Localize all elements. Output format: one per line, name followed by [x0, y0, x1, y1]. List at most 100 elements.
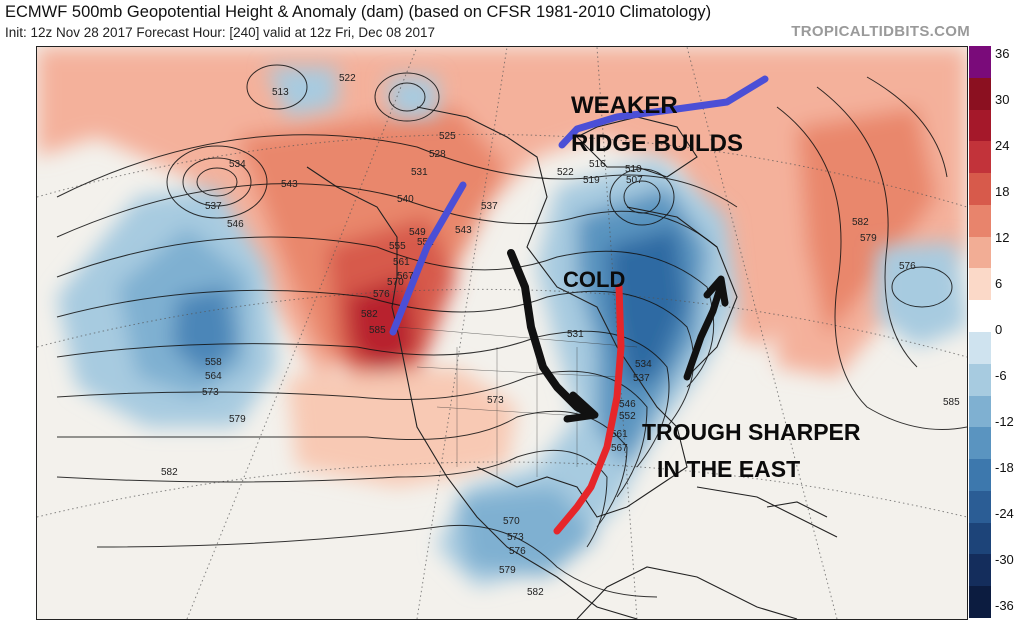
contour-label: 582: [527, 587, 544, 598]
red-trough-axis: [553, 283, 625, 535]
contour-label: 570: [503, 516, 520, 527]
contour-label: 543: [455, 225, 472, 236]
contour-label: 573: [507, 532, 524, 543]
colorbar-swatch: [969, 268, 991, 301]
map-title: ECMWF 500mb Geopotential Height & Anomal…: [5, 3, 712, 21]
contour-label: 534: [635, 359, 652, 370]
contour-label: 549: [409, 227, 426, 238]
colorbar-tick-label: -18: [995, 460, 1014, 475]
colorbar-tick-label: -24: [995, 506, 1014, 521]
black-arrowhead-south: [563, 391, 599, 423]
contour-label: 582: [361, 309, 378, 320]
colorbar-swatch: [969, 586, 991, 619]
annotation-trough-sharper: TROUGH SHARPER: [642, 419, 861, 445]
colorbar-tick-label: 18: [995, 184, 1010, 199]
colorbar-swatch: [969, 332, 991, 365]
contour-label: 543: [281, 179, 298, 190]
contour-label: 561: [393, 257, 410, 268]
contour-label: 540: [397, 194, 414, 205]
annotation-weaker: WEAKER: [571, 92, 678, 119]
black-arrow-flow: [507, 249, 597, 419]
colorbar-swatch: [969, 141, 991, 174]
annotation-text: WEAKER RIDGE BUILDS COLD TROUGH SHARPER …: [563, 92, 861, 482]
annotation-cold: COLD: [563, 267, 625, 292]
contour-label: 531: [567, 329, 584, 340]
colorbar-tick-label: -36: [995, 598, 1014, 613]
contour-label: 552: [619, 411, 636, 422]
map-subtitle: Init: 12z Nov 28 2017 Forecast Hour: [24…: [5, 25, 435, 40]
contour-label: 525: [439, 131, 456, 142]
graticule: [37, 47, 967, 619]
contour-label: 579: [860, 233, 877, 244]
contour-label: 585: [369, 325, 386, 336]
colorbar-tick-label: 36: [995, 46, 1010, 61]
contour-label: 576: [509, 546, 526, 557]
colorbar-tick-label: -30: [995, 552, 1014, 567]
colorbar-tick-label: -12: [995, 414, 1014, 429]
contour-label: 546: [619, 399, 636, 410]
blue-ridge-line-west: [389, 181, 467, 336]
contour-label: 522: [339, 73, 356, 84]
colorbar-tick-label: 6: [995, 276, 1003, 291]
colorbar-tick-label: -6: [995, 368, 1007, 383]
contour-label: 510: [625, 164, 642, 175]
black-arrow-northeast: [683, 281, 725, 381]
contour-label: 573: [487, 395, 504, 406]
contour-label: 507: [626, 175, 643, 186]
contour-labels: 513 522 534 537 546 543 540 549 552 555 …: [161, 73, 960, 598]
annotation-in-the-east: IN THE EAST: [657, 456, 800, 482]
contour-label: 579: [229, 414, 246, 425]
contour-label: 579: [499, 565, 516, 576]
credit-label: TROPICALTIDBITS.COM: [791, 23, 970, 40]
contour-label: 516: [589, 159, 606, 170]
contour-label: 576: [373, 289, 390, 300]
contour-label: 570: [387, 277, 404, 288]
contour-label: 558: [205, 357, 222, 368]
contour-label: 537: [205, 201, 222, 212]
contour-label: 561: [611, 429, 628, 440]
contour-label: 567: [397, 271, 414, 282]
colorbar-tick-label: 30: [995, 92, 1010, 107]
colorbar-swatch: [969, 522, 991, 555]
colorbar-swatch: [969, 300, 991, 333]
cold-shading: [57, 67, 967, 587]
contour-label: 582: [852, 217, 869, 228]
colorbar-swatch: [969, 46, 991, 79]
colorbar-swatch: [969, 490, 991, 524]
contour-label: 519: [583, 175, 600, 186]
colorbar-tick-label: 12: [995, 230, 1010, 245]
contour-label: 531: [411, 167, 428, 178]
blue-ridge-line-north: [558, 75, 769, 149]
contour-label: 537: [633, 373, 650, 384]
colorbar-swatch: [969, 77, 991, 111]
contour-label: 552: [417, 237, 434, 248]
colorbar: 36 30 24 18 12 6 0 -6 -12 -18 -24 -30 -36: [967, 46, 1022, 619]
black-arrowhead-north: [703, 275, 729, 307]
colorbar-tick-label: 24: [995, 138, 1010, 153]
colorbar-swatch: [969, 109, 991, 142]
contour-label: 546: [227, 219, 244, 230]
colorbar-swatch: [969, 204, 991, 238]
contour-label: 582: [161, 467, 178, 478]
contour-label: 537: [481, 201, 498, 212]
colorbar-swatch: [969, 236, 991, 269]
contour-label: 555: [389, 241, 406, 252]
weather-map: 513 522 534 537 546 543 540 549 552 555 …: [36, 46, 968, 620]
contour-label: 567: [611, 443, 628, 454]
colorbar-swatch: [969, 395, 991, 428]
colorbar-swatch: [969, 427, 991, 460]
colorbar-swatch: [969, 459, 991, 492]
colorbar-swatch: [969, 173, 991, 206]
colorbar-tick-label: 0: [995, 322, 1003, 337]
annotation-ridge-builds: RIDGE BUILDS: [571, 130, 743, 157]
contour-label: 573: [202, 387, 219, 398]
colorbar-swatch: [969, 363, 991, 397]
contour-label: 576: [899, 261, 916, 272]
contour-label: 564: [205, 371, 222, 382]
contour-label: 585: [943, 397, 960, 408]
coastlines: [306, 106, 838, 619]
contour-label: 522: [557, 167, 574, 178]
annotation-arrows: [389, 75, 769, 535]
contour-label: 528: [429, 149, 446, 160]
contour-label: 534: [229, 159, 246, 170]
